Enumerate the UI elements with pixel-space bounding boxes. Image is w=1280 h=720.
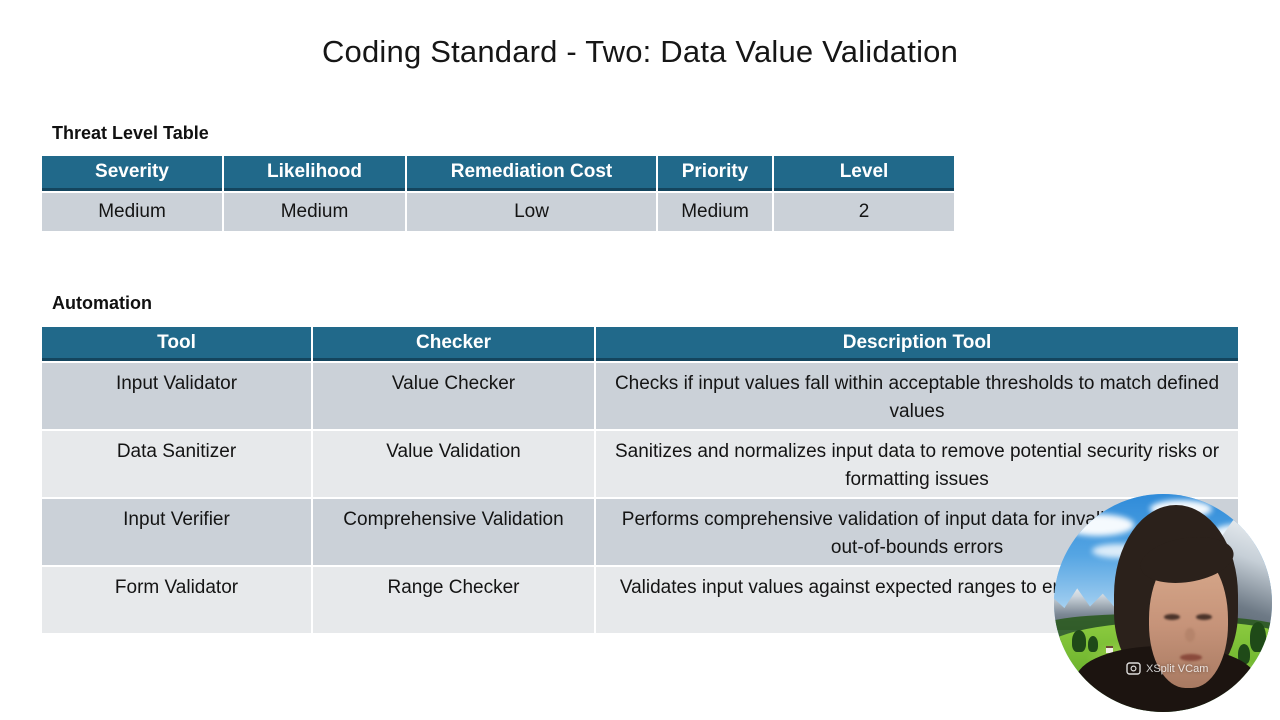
automation-cell-checker: Range Checker (313, 567, 594, 633)
threat-level-table: Severity Likelihood Remediation Cost Pri… (42, 156, 954, 231)
threat-col-severity: Severity (42, 156, 222, 191)
threat-col-priority: Priority (658, 156, 772, 191)
automation-table-label: Automation (52, 293, 152, 313)
slide-title: Coding Standard - Two: Data Value Valida… (321, 34, 959, 69)
tree-decoration (1088, 636, 1098, 652)
xsplit-vcam-label: XSplit VCam (1146, 662, 1209, 675)
automation-cell-tool: Data Sanitizer (42, 431, 311, 497)
automation-cell-checker: Comprehensive Validation (313, 499, 594, 565)
xsplit-vcam-watermark: XSplit VCam (1126, 662, 1208, 675)
automation-col-checker: Checker (313, 327, 594, 361)
presenter-eye (1196, 614, 1212, 620)
presenter-eye (1164, 614, 1180, 620)
automation-col-tool: Tool (42, 327, 311, 361)
automation-cell-tool: Input Verifier (42, 499, 311, 565)
threat-cell-level: 2 (774, 193, 954, 231)
house-decoration (1106, 646, 1113, 653)
xsplit-vcam-icon (1126, 662, 1141, 675)
cloud-decoration (1062, 514, 1134, 536)
automation-cell-checker: Value Checker (313, 363, 594, 429)
threat-col-level: Level (774, 156, 954, 191)
tree-decoration (1238, 644, 1250, 664)
tree-decoration (1072, 630, 1086, 652)
automation-cell-tool: Input Validator (42, 363, 311, 429)
webcam-overlay: XSplit VCam (1054, 494, 1272, 712)
presenter-mouth (1180, 654, 1202, 661)
automation-cell-description: Sanitizes and normalizes input data to r… (596, 431, 1238, 497)
automation-cell-description: Checks if input values fall within accep… (596, 363, 1238, 429)
threat-cell-remediation-cost: Low (407, 193, 656, 231)
tree-decoration (1250, 622, 1266, 652)
threat-table-label: Threat Level Table (52, 123, 209, 143)
threat-col-remediation-cost: Remediation Cost (407, 156, 656, 191)
automation-col-description: Description Tool (596, 327, 1238, 361)
threat-col-likelihood: Likelihood (224, 156, 405, 191)
presenter-nose (1185, 628, 1195, 642)
threat-cell-likelihood: Medium (224, 193, 405, 231)
threat-cell-priority: Medium (658, 193, 772, 231)
automation-cell-tool: Form Validator (42, 567, 311, 633)
automation-cell-checker: Value Validation (313, 431, 594, 497)
threat-cell-severity: Medium (42, 193, 222, 231)
